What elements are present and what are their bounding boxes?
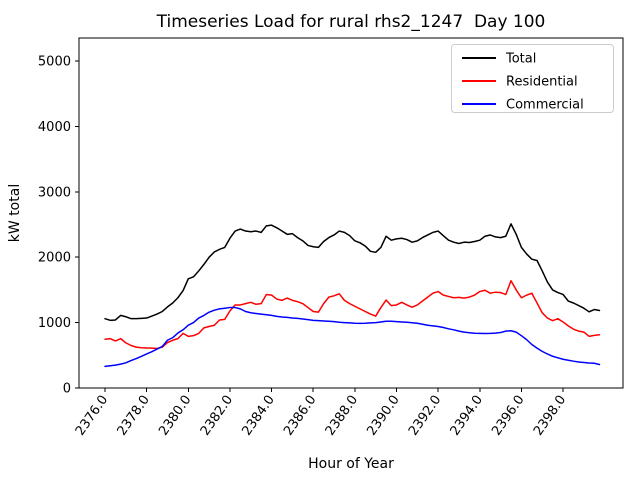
y-tick-label: 1000 (38, 316, 71, 331)
legend-frame (451, 44, 614, 113)
legend-label-residential: Residential (506, 75, 578, 90)
x-tick-label: 2382.0 (198, 393, 236, 439)
x-tick-label: 2398.0 (531, 393, 569, 439)
y-axis-label: kW total (7, 184, 23, 242)
x-tick-label: 2392.0 (406, 393, 444, 439)
y-tick-label: 2000 (38, 251, 71, 266)
x-tick-label: 2394.0 (448, 393, 486, 439)
chart-title: Timeseries Load for rural rhs2_1247 Day … (156, 12, 546, 32)
legend: Total Residential Commercial (451, 44, 614, 113)
x-axis-ticks: 2376.0 2378.0 2380.0 2382.0 2384.0 2386.0 2388… (73, 388, 569, 439)
y-tick-label: 3000 (38, 185, 71, 200)
y-tick-label: 4000 (38, 120, 71, 135)
x-tick-label: 2384.0 (239, 393, 277, 439)
series-line-total (104, 223, 601, 322)
x-tick-label: 2388.0 (323, 393, 361, 439)
x-tick-label: 2376.0 (73, 393, 111, 439)
y-axis-ticks: 0 1000 2000 3000 4000 5000 (38, 55, 79, 397)
legend-label-total: Total (505, 52, 536, 67)
legend-label-commercial: Commercial (506, 98, 584, 113)
legend-item-total: Total (462, 52, 536, 67)
y-tick-label: 5000 (38, 55, 71, 70)
legend-item-commercial: Commercial (462, 98, 584, 113)
x-tick-label: 2386.0 (281, 393, 319, 439)
x-axis-label: Hour of Year (308, 456, 394, 472)
legend-item-residential: Residential (462, 75, 578, 90)
x-tick-label: 2390.0 (364, 393, 402, 439)
y-tick-label: 0 (63, 382, 71, 397)
plot-area (78, 37, 624, 389)
x-tick-label: 2378.0 (115, 393, 153, 439)
x-tick-label: 2396.0 (489, 393, 527, 439)
x-tick-label: 2380.0 (156, 393, 194, 439)
series-line-commercial (104, 306, 601, 368)
series-lines (104, 223, 601, 368)
series-line-residential (104, 280, 601, 350)
